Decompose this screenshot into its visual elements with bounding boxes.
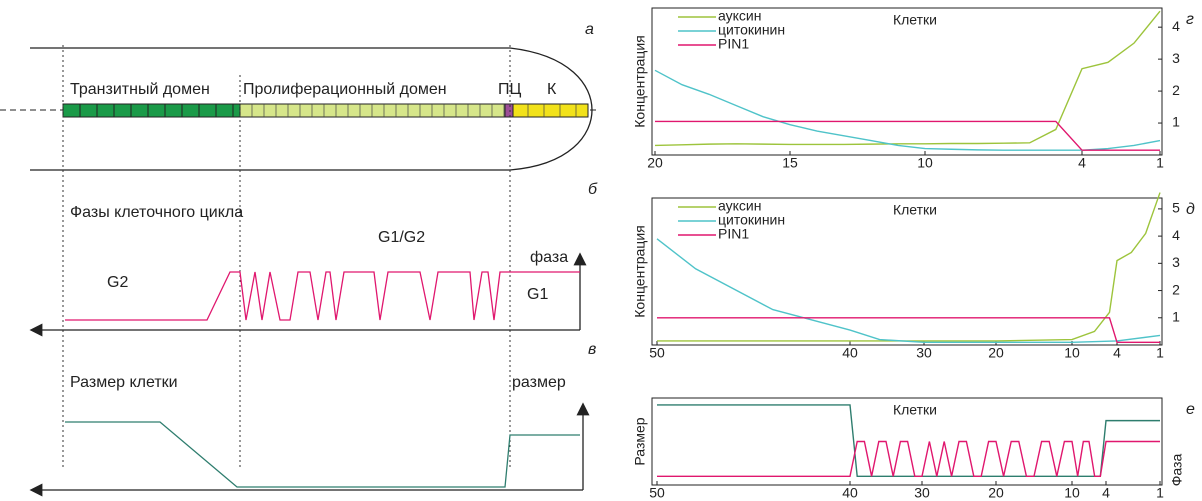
series-line	[657, 440, 1160, 477]
axis-label: размер	[512, 374, 566, 391]
x-tick-label: 10	[1064, 345, 1080, 361]
zone-label: Транзитный домен	[70, 81, 210, 98]
panel-label: д	[1186, 201, 1195, 218]
size-curve	[65, 421, 580, 488]
series-line	[657, 317, 1160, 343]
y-tick-label: 2	[1172, 82, 1180, 98]
y-tick-label: 2	[1172, 281, 1180, 297]
series-line	[654, 69, 1161, 151]
label: Размер клетки	[70, 374, 178, 391]
y-axis-label: Концентрация	[632, 225, 648, 317]
plot-frame	[651, 397, 1163, 486]
x-tick-label: 1	[1156, 155, 1164, 171]
y-tick-label: 1	[1172, 114, 1180, 130]
plot-frame	[651, 197, 1163, 346]
zone-label: Пролиферационный домен	[243, 81, 447, 98]
x-tick-label: 15	[782, 155, 798, 171]
label: G2	[107, 274, 128, 291]
series-line	[654, 10, 1161, 147]
prolif-zone	[239, 103, 506, 118]
x-tick-label: 40	[842, 345, 858, 361]
label: G1	[527, 286, 548, 303]
x-tick-label: 4	[1078, 155, 1086, 171]
x-tick-label: 50	[649, 485, 665, 501]
zone-label: К	[547, 81, 557, 98]
y2-axis-label: Фаза	[1169, 454, 1185, 487]
chart-title: Клетки	[893, 202, 937, 218]
chart-title: Клетки	[893, 12, 937, 28]
label: Фазы клеточного цикла	[70, 204, 243, 221]
plot-frame	[651, 7, 1163, 156]
root-diagram: а Транзитный домен Пролиферационный доме…	[0, 21, 600, 497]
legend-label: PIN1	[718, 226, 749, 242]
legend-label: ауксин	[718, 8, 761, 24]
x-tick-label: 20	[647, 155, 663, 171]
x-tick-label: 4	[1113, 345, 1121, 361]
y-tick-label: 3	[1172, 50, 1180, 66]
x-tick-label: 1	[1156, 345, 1164, 361]
x-tick-label: 30	[916, 345, 932, 361]
axis-label: фаза	[530, 249, 568, 266]
panel-label: е	[1186, 401, 1195, 418]
chart-title: Клетки	[893, 402, 937, 418]
y-axis-label: Размер	[632, 417, 648, 465]
panel-label: а	[585, 21, 594, 38]
label: G1/G2	[378, 229, 425, 246]
legend-label: ауксин	[718, 198, 761, 214]
x-tick-label: 40	[842, 485, 858, 501]
y-tick-label: 4	[1172, 227, 1180, 243]
x-tick-label: 20	[988, 345, 1004, 361]
x-tick-label: 4	[1102, 485, 1110, 501]
y-tick-label: 4	[1172, 18, 1180, 34]
series-line	[656, 238, 1161, 343]
x-tick-label: 1	[1156, 485, 1164, 501]
transit-zone	[62, 103, 241, 118]
series-line	[655, 120, 1160, 151]
pc-zone	[504, 103, 514, 118]
x-tick-label: 20	[988, 485, 1004, 501]
legend-label: цитокинин	[718, 212, 785, 228]
y-tick-label: 1	[1172, 308, 1180, 324]
phase-curve	[65, 271, 580, 321]
panel-label: г	[1186, 11, 1194, 28]
x-tick-label: 10	[1064, 485, 1080, 501]
panel-label: б	[588, 181, 598, 198]
panel-label: в	[588, 341, 596, 358]
y-tick-label: 3	[1172, 254, 1180, 270]
y-tick-label: 5	[1172, 200, 1180, 216]
legend-label: цитокинин	[718, 22, 785, 38]
zone-label: ПЦ	[498, 81, 522, 98]
y-axis-label: Концентрация	[632, 35, 648, 127]
legend-label: PIN1	[718, 36, 749, 52]
cell-dividers	[79, 104, 577, 117]
x-tick-label: 30	[914, 485, 930, 501]
x-tick-label: 50	[649, 345, 665, 361]
x-tick-label: 10	[917, 155, 933, 171]
cap-zone	[512, 103, 589, 118]
